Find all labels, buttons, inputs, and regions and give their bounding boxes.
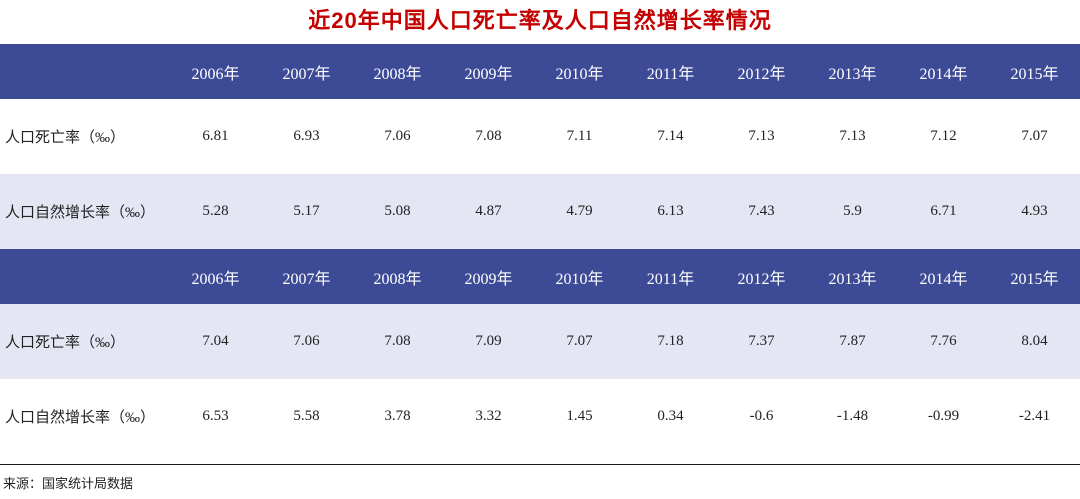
value-cell: 7.09 — [475, 333, 502, 349]
year-header-cell: 2010年 — [555, 270, 604, 288]
death-rate-row: 人口死亡率（‰） 6.81 6.93 7.06 7.08 7.11 7.14 7… — [0, 99, 1080, 174]
row-label-cell: 人口自然增长率（‰） — [5, 410, 156, 426]
value-cell: 7.04 — [202, 333, 229, 349]
year-header-cell: 2011年 — [646, 270, 695, 288]
value-cell: 7.37 — [748, 333, 775, 349]
row-label-cell: 人口自然增长率（‰） — [5, 205, 156, 221]
value-cell: 4.79 — [566, 203, 593, 219]
natural-growth-rate-row: 人口自然增长率（‰） 5.28 5.17 5.08 4.87 4.79 6.13… — [0, 174, 1080, 249]
value-cell: 7.06 — [293, 333, 320, 349]
value-cell: -0.99 — [927, 408, 960, 424]
value-cell: 7.76 — [930, 333, 957, 349]
row-label-cell: 人口死亡率（‰） — [5, 130, 126, 146]
year-header-cell: 2006年 — [191, 270, 240, 288]
value-cell: 5.58 — [293, 408, 320, 424]
value-cell: 3.78 — [384, 408, 411, 424]
source-text: 来源：国家统计局数据 — [3, 476, 134, 491]
death-rate-row: 人口死亡率（‰） 7.04 7.06 7.08 7.09 7.07 7.18 7… — [0, 304, 1080, 379]
value-cell: 7.13 — [748, 128, 775, 144]
value-cell: 6.93 — [293, 128, 320, 144]
row-label-cell: 人口死亡率（‰） — [5, 335, 126, 351]
value-cell: 5.08 — [384, 203, 411, 219]
value-cell: 6.81 — [202, 128, 229, 144]
year-header-cell: 2006年 — [191, 65, 240, 83]
value-cell: 0.34 — [657, 408, 684, 424]
year-header-cell: 2009年 — [464, 65, 513, 83]
population-table-top: 2006年 2007年 2008年 2009年 2010年 2011年 2012… — [0, 44, 1080, 249]
value-cell: 7.43 — [748, 203, 775, 219]
year-header-cell: 2013年 — [828, 65, 877, 83]
value-cell: 7.08 — [384, 333, 411, 349]
population-table-bottom: 2006年 2007年 2008年 2009年 2010年 2011年 2012… — [0, 249, 1080, 454]
year-header-cell: 2015年 — [1010, 65, 1059, 83]
year-header-cell: 2007年 — [282, 65, 331, 83]
value-cell: -2.41 — [1018, 408, 1051, 424]
year-header-row: 2006年 2007年 2008年 2009年 2010年 2011年 2012… — [0, 249, 1080, 304]
year-header-cell: 2012年 — [737, 270, 786, 288]
year-header-cell: 2008年 — [373, 65, 422, 83]
value-cell: 5.17 — [293, 203, 320, 219]
page-title: 近20年中国人口死亡率及人口自然增长率情况 — [308, 8, 772, 33]
value-cell: 6.71 — [930, 203, 957, 219]
year-header-cell: 2012年 — [737, 65, 786, 83]
value-cell: 7.11 — [566, 128, 593, 144]
corner-cell — [0, 44, 170, 99]
value-cell: -1.48 — [836, 408, 869, 424]
value-cell: 4.93 — [1021, 203, 1048, 219]
year-header-cell: 2009年 — [464, 270, 513, 288]
value-cell: 7.14 — [657, 128, 684, 144]
value-cell: 7.13 — [839, 128, 866, 144]
value-cell: 7.06 — [384, 128, 411, 144]
year-header-cell: 2007年 — [282, 270, 331, 288]
value-cell: 7.12 — [930, 128, 957, 144]
year-header-row: 2006年 2007年 2008年 2009年 2010年 2011年 2012… — [0, 44, 1080, 99]
corner-cell — [0, 249, 170, 304]
value-cell: 6.53 — [202, 408, 229, 424]
value-cell: 4.87 — [475, 203, 502, 219]
value-cell: 7.87 — [839, 333, 866, 349]
value-cell: 3.32 — [475, 408, 502, 424]
year-header-cell: 2011年 — [646, 65, 695, 83]
footer: 来源：国家统计局数据 — [0, 464, 1080, 492]
value-cell: 7.07 — [1021, 128, 1048, 144]
year-header-cell: 2008年 — [373, 270, 422, 288]
value-cell: 7.18 — [657, 333, 684, 349]
year-header-cell: 2013年 — [828, 270, 877, 288]
year-header-cell: 2014年 — [919, 270, 968, 288]
value-cell: 6.13 — [657, 203, 684, 219]
value-cell: 5.9 — [843, 203, 862, 219]
value-cell: -0.6 — [749, 408, 774, 424]
value-cell: 8.04 — [1021, 333, 1048, 349]
year-header-cell: 2014年 — [919, 65, 968, 83]
value-cell: 7.07 — [566, 333, 593, 349]
value-cell: 7.08 — [475, 128, 502, 144]
value-cell: 1.45 — [566, 408, 593, 424]
value-cell: 5.28 — [202, 203, 229, 219]
year-header-cell: 2010年 — [555, 65, 604, 83]
natural-growth-rate-row: 人口自然增长率（‰） 6.53 5.58 3.78 3.32 1.45 0.34… — [0, 379, 1080, 454]
year-header-cell: 2015年 — [1010, 270, 1059, 288]
